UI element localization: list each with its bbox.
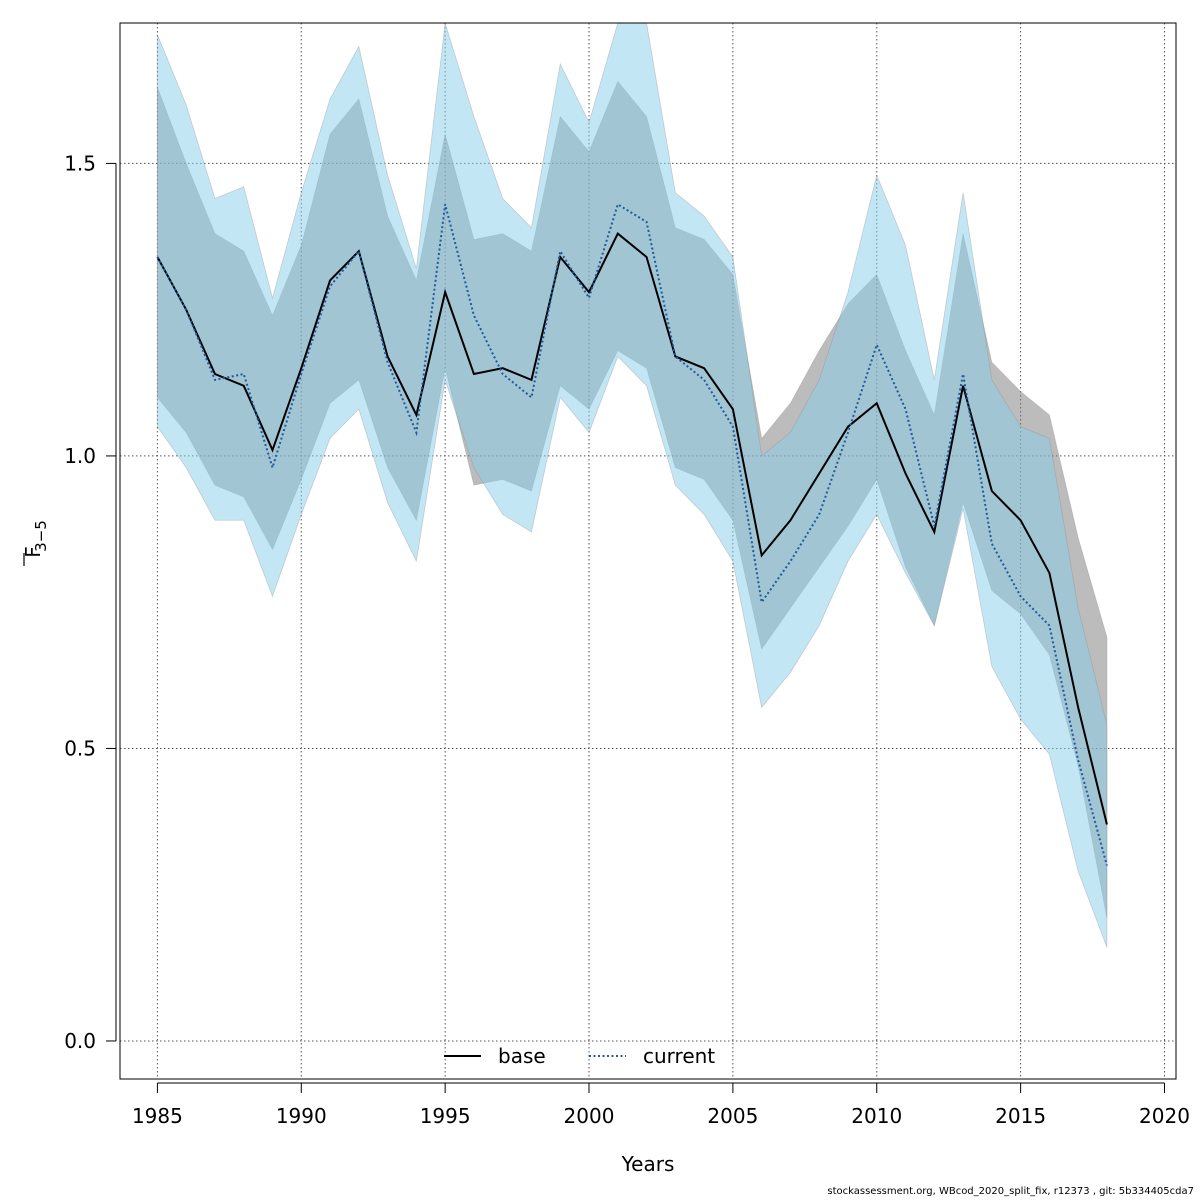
confidence-bands [157,22,1108,948]
x-tick-label: 2005 [707,1104,758,1128]
x-tick-label: 2000 [564,1104,615,1128]
legend: base current [444,1044,715,1068]
y-tick-label: 0.0 [64,1029,96,1053]
series-line-base [156,232,1108,825]
x-tick-label: 1985 [132,1104,183,1128]
y-tick-label: 1.5 [64,151,96,175]
x-axis-title: Years [621,1152,675,1176]
x-tick-label: 2010 [851,1104,902,1128]
x-tick-label: 2020 [1139,1104,1190,1128]
x-tick-label: 1990 [276,1104,327,1128]
y-axis-title-main: F [21,546,45,558]
x-tick-label: 1995 [420,1104,471,1128]
footer-note: stockassessment.org, WBcod_2020_split_fi… [827,1186,1194,1197]
plot-frame [119,22,1177,1080]
y-tick-label: 0.5 [64,736,96,760]
legend-label-current: current [643,1044,715,1068]
band-current [157,22,1108,948]
legend-label-base: base [498,1044,546,1068]
axes: 1985 1990 1995 2000 2005 2010 2015 2020 Years 0.0… [21,22,1190,1176]
series-line-current [156,202,1108,866]
x-tick-label: 2015 [995,1104,1046,1128]
series-lines [156,202,1108,866]
y-axis-title: F3−5 [21,520,50,566]
y-axis-title-sub: 3−5 [32,520,50,552]
y-tick-label: 1.0 [64,444,96,468]
